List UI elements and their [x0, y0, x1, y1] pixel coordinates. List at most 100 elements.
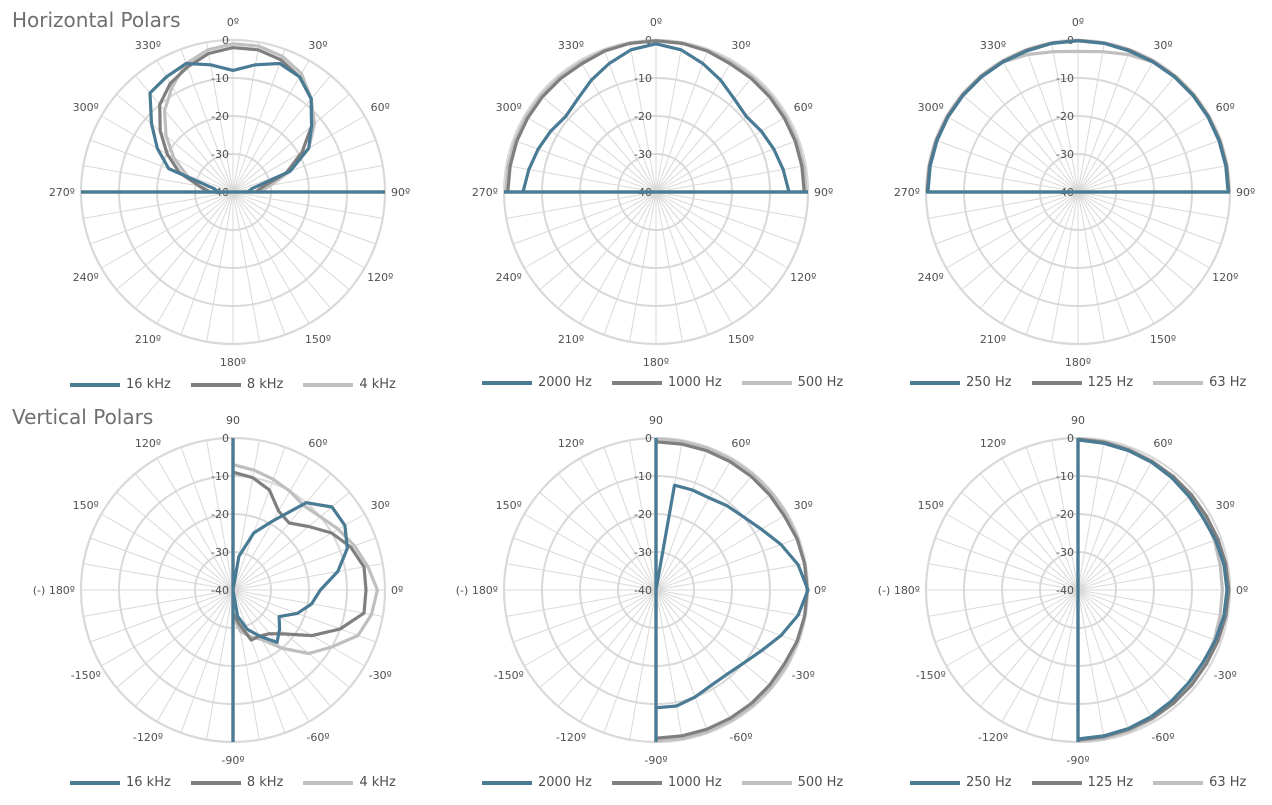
legend-item[interactable]: 63 Hz — [1153, 375, 1246, 390]
chart-legend: 16 kHz 8 kHz 4 kHz — [70, 775, 396, 790]
grid-spoke — [655, 93, 773, 193]
angle-label: 90 — [649, 414, 663, 427]
angle-label: 60º — [1153, 437, 1172, 450]
legend-item[interactable]: 2000 Hz — [482, 375, 592, 390]
grid-spoke — [1025, 48, 1079, 193]
grid-spoke — [1077, 589, 1131, 734]
angle-label: 120º — [367, 271, 393, 284]
legend-item[interactable]: 250 Hz — [910, 775, 1012, 790]
legend-item[interactable]: 4 kHz — [303, 377, 396, 392]
grid-spoke — [83, 563, 234, 591]
angle-label: 210º — [558, 333, 584, 346]
radial-tick-label: -10 — [634, 72, 652, 85]
legend-label: 8 kHz — [246, 377, 284, 392]
angle-label: 150º — [305, 333, 331, 346]
grid-spoke — [946, 191, 1079, 269]
grid-spoke — [1077, 75, 1177, 193]
legend-item[interactable]: 16 kHz — [70, 377, 171, 392]
grid-spoke — [1077, 191, 1210, 269]
grid-spoke — [629, 589, 657, 740]
series-line-16-khz — [81, 61, 385, 194]
grid-spoke — [512, 191, 657, 245]
legend-item[interactable]: 500 Hz — [741, 375, 843, 390]
legend-label: 125 Hz — [1087, 775, 1134, 790]
legend-item[interactable]: 4 kHz — [303, 775, 396, 790]
angle-label: 60º — [371, 101, 390, 114]
grid-spoke — [655, 589, 800, 643]
grid-spoke — [1001, 589, 1079, 722]
series-line-250-hz — [1076, 438, 1229, 742]
grid-spoke — [928, 589, 1079, 617]
grid-spoke — [603, 191, 657, 336]
radial-tick-label: -40 — [634, 584, 652, 597]
grid-spoke — [1077, 191, 1155, 324]
grid-spoke — [655, 115, 788, 193]
legend-item[interactable]: 125 Hz — [1031, 775, 1134, 790]
angle-label: 240º — [496, 271, 522, 284]
grid-spoke — [1077, 60, 1155, 193]
angle-label: -60º — [306, 731, 329, 744]
angle-label: 30º — [731, 39, 750, 52]
angle-label: 330º — [135, 39, 161, 52]
legend-swatch — [910, 780, 960, 785]
legend-swatch — [741, 780, 792, 785]
legend-item[interactable]: 1000 Hz — [611, 375, 722, 390]
grid-spoke — [1077, 563, 1228, 591]
grid-spoke — [928, 563, 1079, 591]
legend-item[interactable]: 125 Hz — [1031, 375, 1133, 390]
angle-label: 150º — [728, 333, 754, 346]
legend-item[interactable]: 1000 Hz — [611, 775, 722, 790]
grid-spoke — [232, 191, 286, 336]
legend-swatch — [1153, 780, 1204, 785]
legend-swatch — [482, 780, 532, 785]
angle-label: 150º — [1150, 333, 1176, 346]
grid-spoke — [655, 589, 755, 707]
grid-spoke — [232, 191, 365, 269]
legend-label: 1000 Hz — [667, 375, 722, 390]
grid-spoke — [928, 191, 1079, 219]
grid-spoke — [655, 589, 709, 734]
grid-spoke — [1001, 191, 1079, 324]
legend-item[interactable]: 500 Hz — [741, 775, 843, 790]
grid-spoke — [89, 537, 234, 591]
polar-chart-4: 0 -10 -20 -30 -40 90 60º 30º 0º -30º -60º -90º -120º… — [33, 414, 403, 767]
angle-label: 120º — [558, 437, 584, 450]
grid-spoke — [1077, 589, 1177, 707]
angle-label: 60º — [731, 437, 750, 450]
legend-swatch — [190, 382, 241, 387]
grid-spoke — [180, 48, 234, 193]
legend-item[interactable]: 8 kHz — [190, 377, 284, 392]
grid-spoke — [979, 75, 1079, 193]
angle-label: (-) 180º — [456, 584, 498, 597]
radial-tick-label: 0 — [222, 432, 229, 445]
angle-label: -120º — [978, 731, 1008, 744]
chart-legend: 250 Hz 125 Hz 63 Hz — [910, 775, 1246, 790]
grid-spoke — [524, 191, 657, 269]
grid-spoke — [961, 191, 1079, 291]
grid-spoke — [232, 589, 350, 689]
legend-item[interactable]: 63 Hz — [1153, 775, 1246, 790]
grid-spoke — [180, 589, 234, 734]
grid-spoke — [655, 458, 733, 591]
grid-spoke — [557, 75, 657, 193]
grid-spoke — [232, 446, 286, 591]
angle-label: 60º — [308, 437, 327, 450]
grid-spoke — [1025, 446, 1079, 591]
vertical-polars-title: Vertical Polars — [12, 405, 154, 429]
grid-spoke — [101, 513, 234, 591]
angle-label: -30º — [792, 669, 815, 682]
angle-label: 90 — [1071, 414, 1085, 427]
angle-label: 150º — [73, 499, 99, 512]
legend-item[interactable]: 16 kHz — [70, 775, 171, 790]
angle-label: 0º — [1072, 16, 1084, 29]
angle-label: 240º — [73, 271, 99, 284]
legend-item[interactable]: 2000 Hz — [482, 775, 592, 790]
grid-spoke — [655, 537, 800, 591]
legend-item[interactable]: 250 Hz — [910, 375, 1012, 390]
grid-spoke — [232, 589, 377, 643]
grid-spoke — [232, 563, 383, 591]
grid-spoke — [1001, 60, 1079, 193]
legend-item[interactable]: 8 kHz — [190, 775, 283, 790]
grid-spoke — [83, 191, 234, 219]
